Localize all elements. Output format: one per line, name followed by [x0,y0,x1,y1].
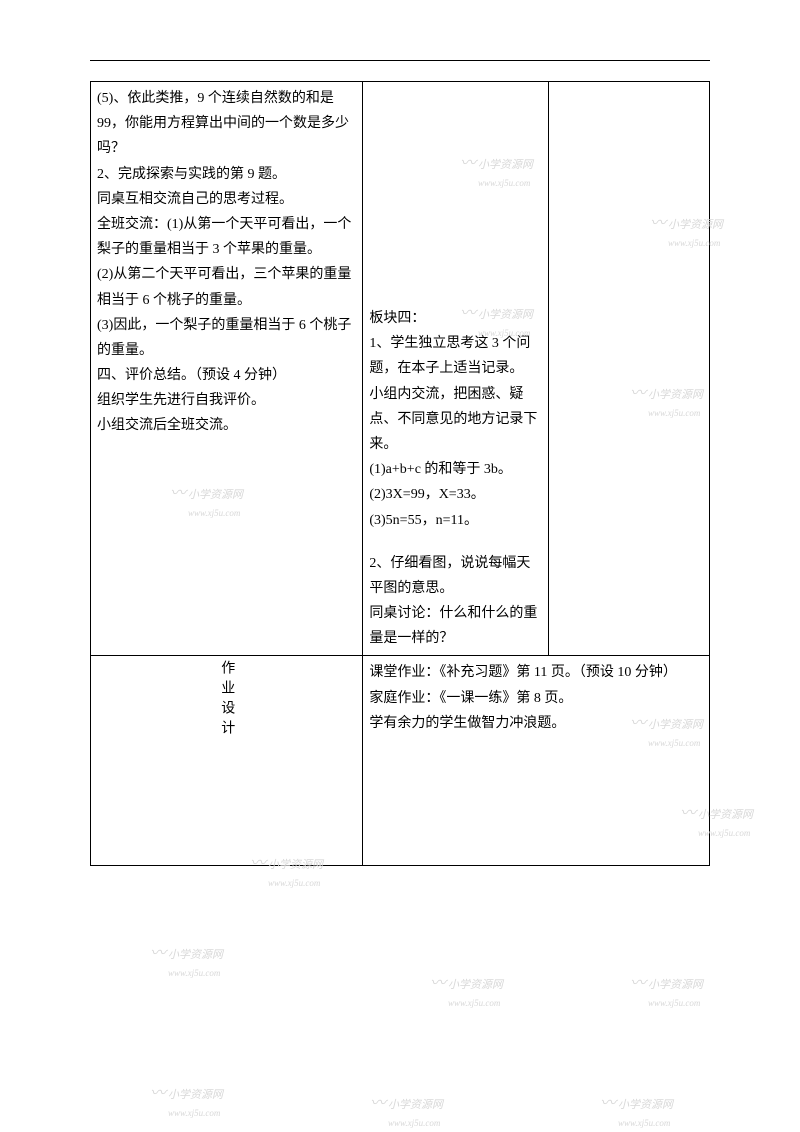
mid-p8: 同桌讨论：什么和什么的重量是一样的？ [369,601,542,651]
watermark-url: www.xj5u.com [448,995,503,1011]
content-row: (5)、依此类推，9 个连续自然数的和是 99，你能用方程算出中间的一个数是多少… [91,82,710,656]
left-cell: (5)、依此类推，9 个连续自然数的和是 99，你能用方程算出中间的一个数是多少… [91,82,363,656]
mid-p4: (1)a+b+c 的和等于 3b。 [369,457,542,482]
homework-content: 课堂作业：《补充习题》第 11 页。（预设 10 分钟） 家庭作业：《一课一练》… [363,656,710,866]
right-cell [549,82,710,656]
watermark-url: www.xj5u.com [268,875,323,891]
lesson-table: (5)、依此类推，9 个连续自然数的和是 99，你能用方程算出中间的一个数是多少… [90,81,710,866]
left-p8: 组织学生先进行自我评价。 [97,388,356,413]
left-p9: 小组交流后全班交流。 [97,413,356,438]
top-rule [90,60,710,61]
hw-p3: 学有余力的学生做智力冲浪题。 [369,711,703,736]
left-p3: 同桌互相交流自己的思考过程。 [97,187,356,212]
watermark-text: 小学资源网 [388,1099,443,1111]
homework-label: 作业设计 [214,660,239,740]
watermark-url: www.xj5u.com [388,1115,443,1131]
homework-label-cell: 作业设计 [91,656,363,866]
watermark-url: www.xj5u.com [168,965,223,981]
watermark-icon: 〰小学资源网 www.xj5u.com [630,970,703,1011]
watermark-icon: 〰小学资源网 www.xj5u.com [430,970,503,1011]
watermark-url: www.xj5u.com [168,1105,223,1121]
watermark-text: 小学资源网 [618,1099,673,1111]
left-p6: (3)因此，一个梨子的重量相当于 6 个桃子的重量。 [97,313,356,363]
watermark-icon: 〰小学资源网 www.xj5u.com [150,1080,223,1121]
watermark-text: 小学资源网 [168,949,223,961]
watermark-text: 小学资源网 [448,979,503,991]
watermark-icon: 〰小学资源网 www.xj5u.com [600,1090,673,1131]
mid-p3: 小组内交流，把困惑、疑点、不同意见的地方记录下来。 [369,382,542,458]
watermark-url: www.xj5u.com [648,995,703,1011]
watermark-icon: 〰小学资源网 www.xj5u.com [150,940,223,981]
hw-p2: 家庭作业：《一课一练》第 8 页。 [369,686,703,711]
mid-p1: 板块四： [369,306,542,331]
mid-p5: (2)3X=99，X=33。 [369,482,542,507]
mid-p7: 2、仔细看图，说说每幅天平图的意思。 [369,551,542,601]
left-p7: 四、评价总结。（预设 4 分钟） [97,363,356,388]
watermark-icon: 〰小学资源网 www.xj5u.com [370,1090,443,1131]
watermark-text: 小学资源网 [168,1089,223,1101]
hw-p1: 课堂作业：《补充习题》第 11 页。（预设 10 分钟） [369,660,703,685]
left-p5: (2)从第二个天平可看出，三个苹果的重量相当于 6 个桃子的重量。 [97,262,356,312]
mid-p2: 1、学生独立思考这 3 个问题，在本子上适当记录。 [369,331,542,381]
mid-p6: (3)5n=55，n=11。 [369,508,542,533]
left-p2: 2、完成探索与实践的第 9 题。 [97,162,356,187]
left-p4: 全班交流：(1)从第一个天平可看出，一个梨子的重量相当于 3 个苹果的重量。 [97,212,356,262]
watermark-text: 小学资源网 [648,979,703,991]
left-p1: (5)、依此类推，9 个连续自然数的和是 99，你能用方程算出中间的一个数是多少… [97,86,356,162]
homework-row: 作业设计 课堂作业：《补充习题》第 11 页。（预设 10 分钟） 家庭作业：《… [91,656,710,866]
watermark-url: www.xj5u.com [618,1115,673,1131]
mid-cell: 板块四： 1、学生独立思考这 3 个问题，在本子上适当记录。 小组内交流，把困惑… [363,82,549,656]
